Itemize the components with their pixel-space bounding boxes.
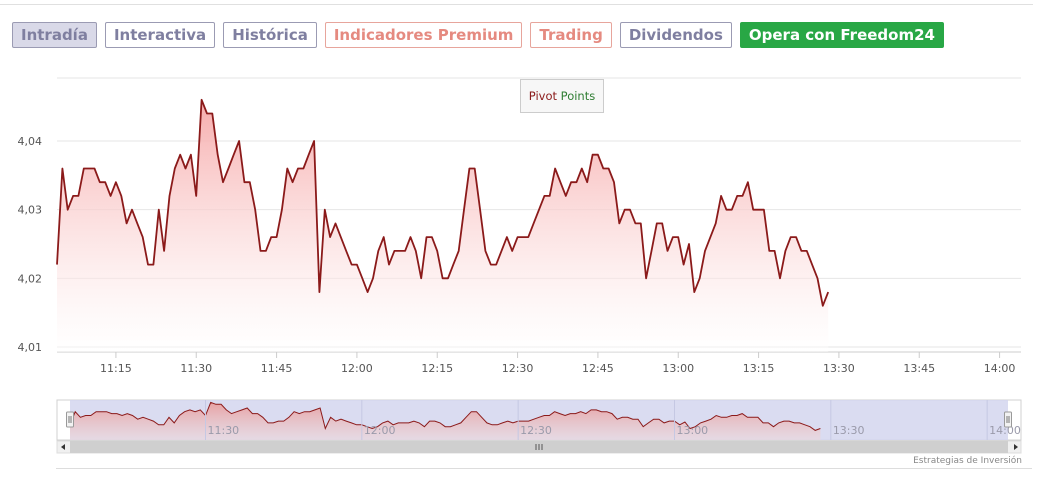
scroll-right-arrow-icon[interactable]	[1014, 444, 1018, 450]
x-tick-label: 12:45	[582, 362, 614, 375]
x-tick-label: 14:00	[984, 362, 1016, 375]
y-tick-label: 4,03	[18, 204, 43, 217]
y-tick-label: 4,01	[18, 341, 43, 354]
pivot-points-tooltip[interactable]: Pivot Points	[520, 79, 604, 113]
bottom-divider	[56, 468, 1032, 469]
x-tick-label: 11:45	[261, 362, 293, 375]
navigator-tick-label: 14:00	[989, 424, 1021, 437]
price-area	[57, 99, 829, 352]
x-tick-label: 12:30	[502, 362, 534, 375]
tab-trading[interactable]: Trading	[530, 22, 612, 48]
navigator-tick-label: 12:30	[520, 424, 552, 437]
x-tick-label: 11:30	[180, 362, 212, 375]
y-tick-label: 4,04	[18, 135, 43, 148]
navigator-tick-label: 11:30	[207, 424, 239, 437]
navigator-line	[69, 401, 821, 431]
navigator-tick-label: 12:00	[364, 424, 396, 437]
chart-credit[interactable]: Estrategias de Inversión	[913, 456, 1022, 466]
tab-dividendos[interactable]: Dividendos	[619, 22, 732, 48]
tab-indicadores-premium[interactable]: Indicadores Premium	[324, 22, 523, 48]
tooltip-word-points: Points	[560, 89, 596, 103]
freedom24-button[interactable]: Opera con Freedom24	[739, 22, 944, 48]
tooltip-word-pivot: Pivot	[528, 89, 558, 103]
navigator-right-handle[interactable]	[1004, 411, 1012, 428]
x-tick-label: 13:00	[662, 362, 694, 375]
navigator-tick-label: 13:30	[833, 424, 865, 437]
tab-intradia[interactable]: Intradía	[12, 22, 97, 48]
x-tick-label: 13:45	[903, 362, 935, 375]
top-divider	[0, 4, 1033, 5]
x-tick-label: 13:15	[743, 362, 775, 375]
x-tick-label: 11:15	[100, 362, 132, 375]
tab-historica[interactable]: Histórica	[223, 22, 317, 48]
y-tick-label: 4,02	[18, 272, 43, 285]
chart-tabs: Intradía Interactiva Histórica Indicador…	[12, 22, 944, 50]
scroll-left-arrow-icon[interactable]	[61, 444, 65, 450]
navigator-tick-label: 13:00	[676, 424, 708, 437]
x-tick-label: 12:15	[421, 362, 453, 375]
x-tick-label: 12:00	[341, 362, 373, 375]
navigator-left-handle[interactable]	[66, 411, 74, 428]
x-tick-label: 13:30	[823, 362, 855, 375]
navigator-area	[70, 402, 821, 440]
tab-interactiva[interactable]: Interactiva	[104, 22, 216, 48]
price-chart: 4,04 4,03 4,02 4,01 11:15 11:30 11:45 12:00 12:1…	[18, 77, 1022, 454]
